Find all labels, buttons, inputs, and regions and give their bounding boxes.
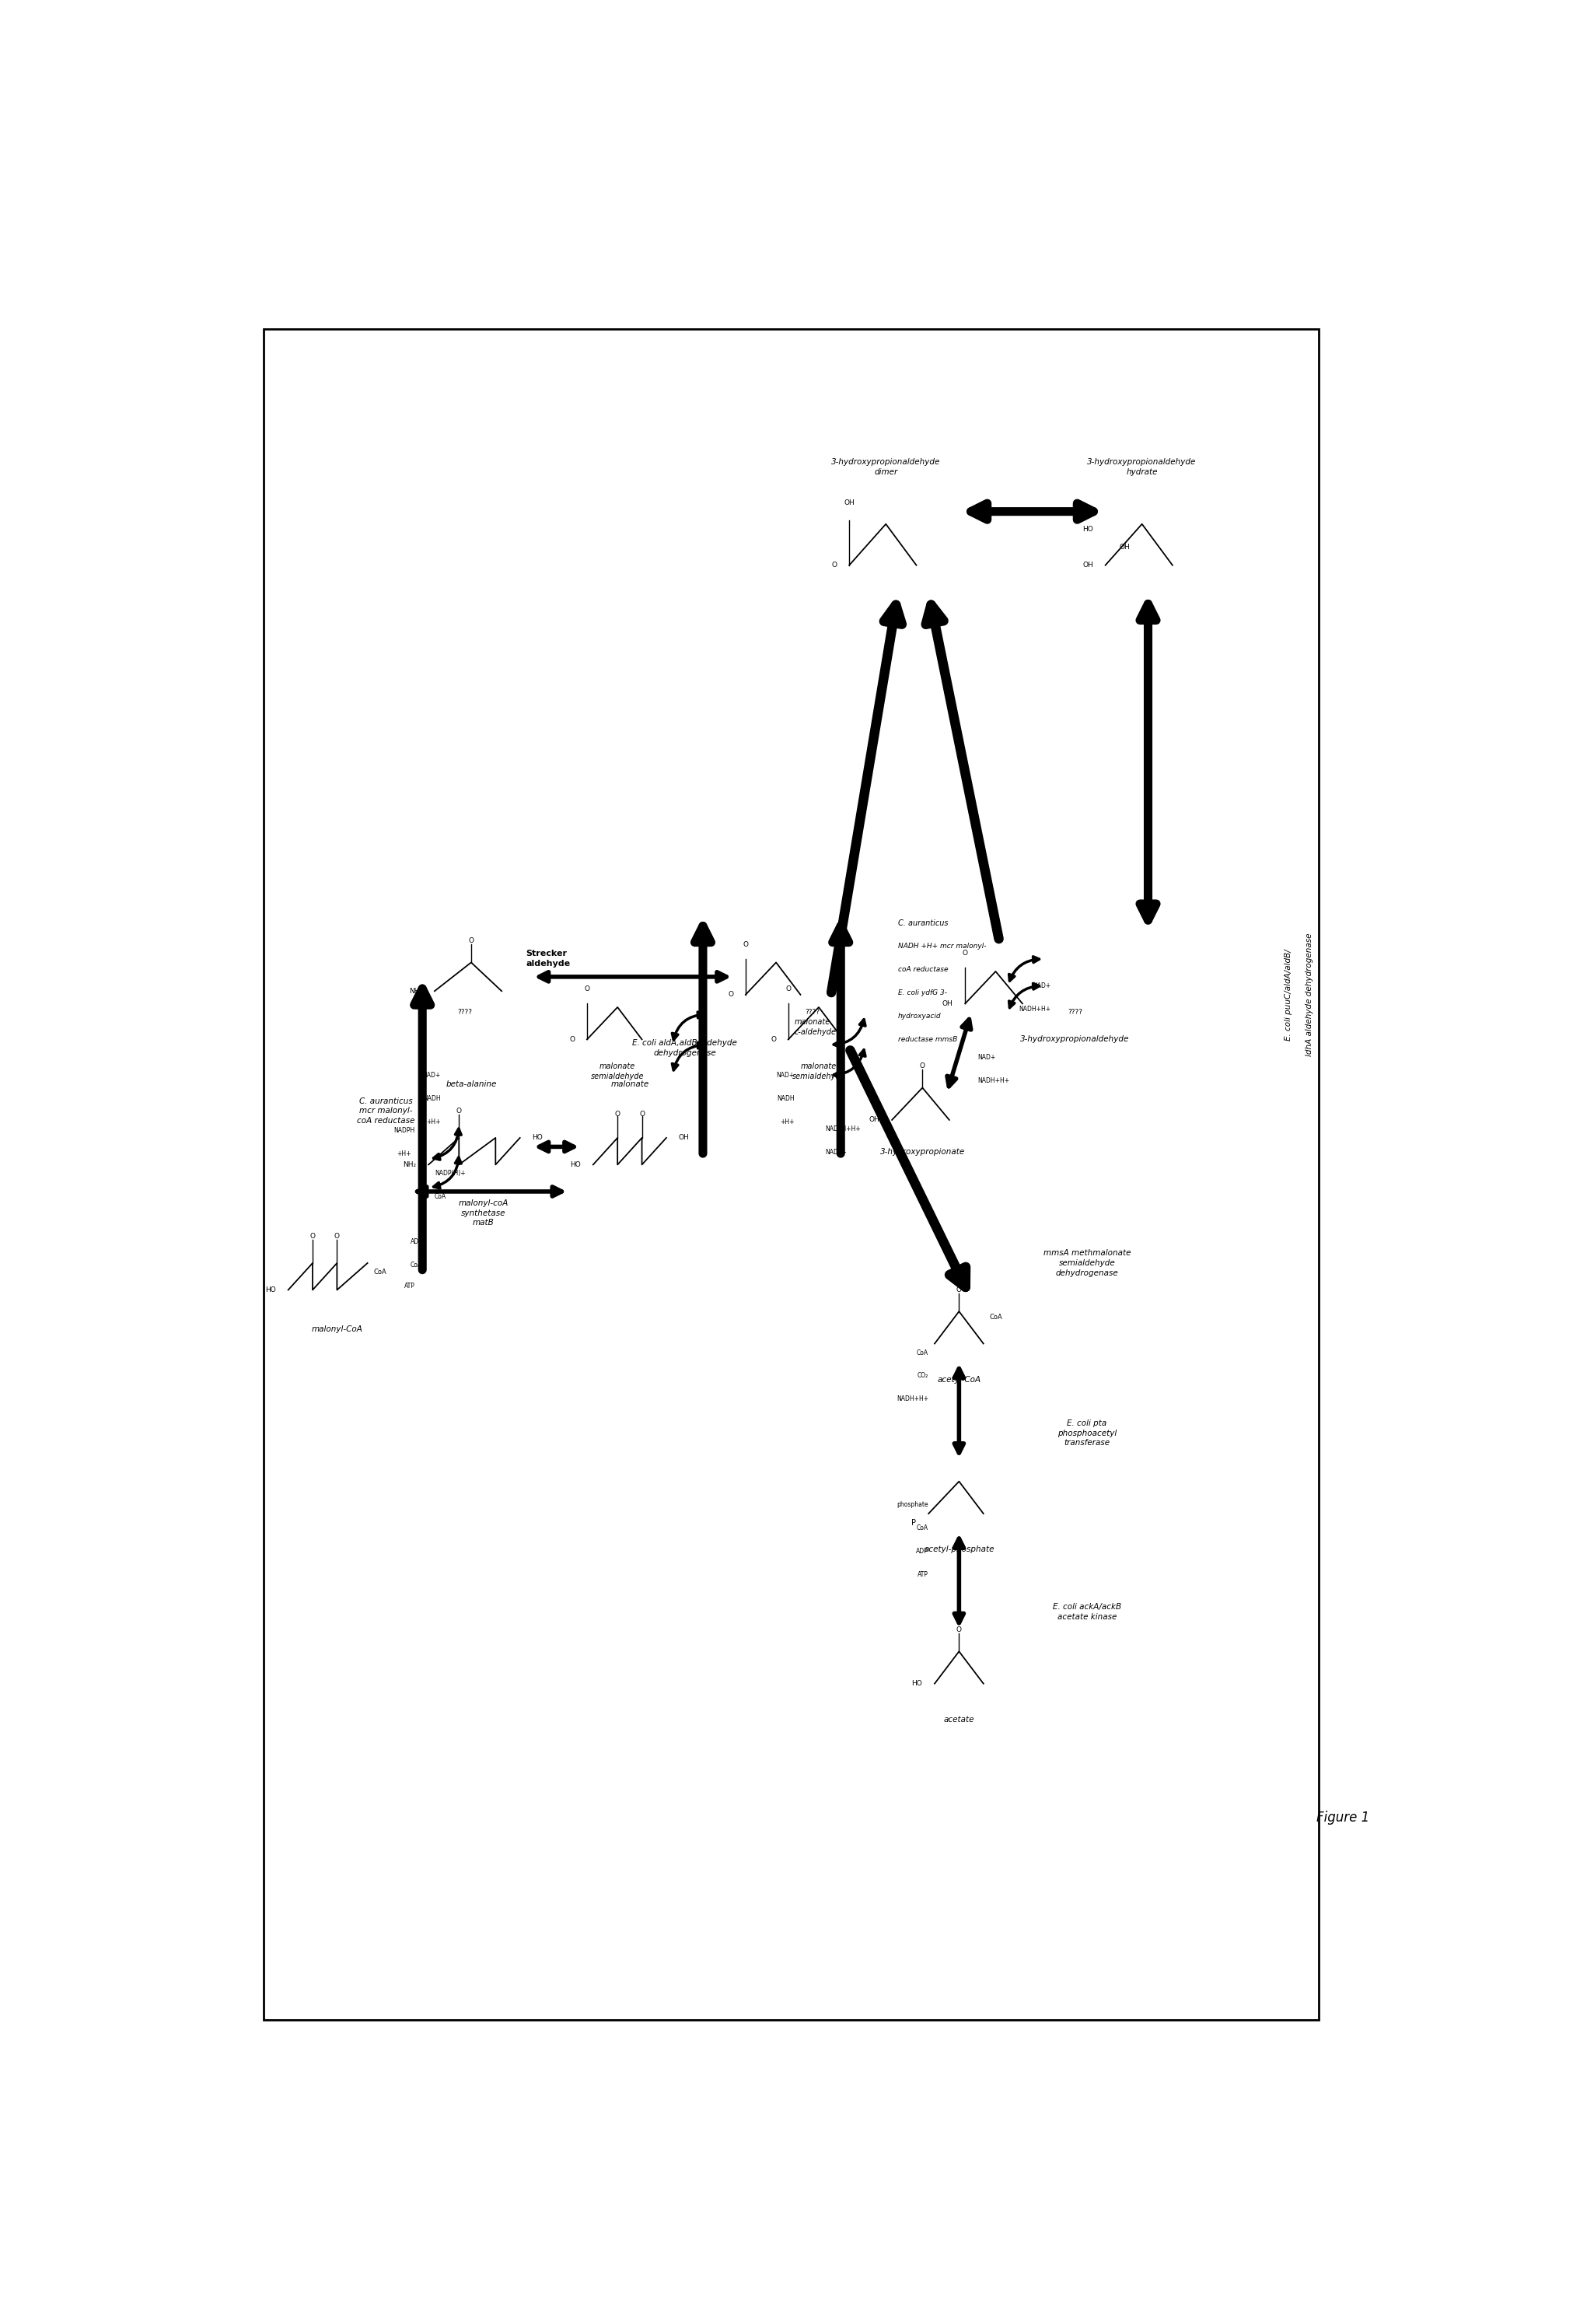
- Text: O: O: [831, 562, 837, 569]
- Text: O: O: [615, 1111, 620, 1118]
- Text: O: O: [919, 1062, 925, 1069]
- Text: CoA: CoA: [989, 1313, 1002, 1320]
- Text: 3-hydroxypropionate: 3-hydroxypropionate: [879, 1148, 964, 1155]
- Text: P: P: [911, 1518, 915, 1527]
- Text: O: O: [742, 941, 747, 948]
- Text: phosphate: phosphate: [897, 1501, 928, 1508]
- Text: C. auranticus: C. auranticus: [898, 920, 947, 927]
- Text: O: O: [963, 951, 967, 957]
- Text: NADP(H)+: NADP(H)+: [434, 1169, 466, 1178]
- Text: E. coli puuC/aldA/aldB/: E. coli puuC/aldA/aldB/: [1284, 948, 1291, 1041]
- Text: O: O: [469, 937, 473, 944]
- Text: 3-hydroxypropionaldehyde: 3-hydroxypropionaldehyde: [1019, 1037, 1128, 1043]
- Text: ????: ????: [1066, 1009, 1082, 1016]
- Text: NADPH: NADPH: [393, 1127, 414, 1134]
- Text: OH: OH: [678, 1134, 689, 1141]
- Text: E. coli ackA/ackB
acetate kinase: E. coli ackA/ackB acetate kinase: [1052, 1604, 1122, 1620]
- Text: NAD+: NAD+: [423, 1071, 440, 1078]
- Text: NADH: NADH: [423, 1095, 440, 1102]
- Text: 3-hydroxypropionaldehyde
dimer: 3-hydroxypropionaldehyde dimer: [831, 458, 941, 476]
- Text: beta-alanine: beta-alanine: [445, 1081, 497, 1088]
- Text: malonate
semialdehyde: malonate semialdehyde: [590, 1062, 643, 1081]
- Text: +H+: +H+: [396, 1150, 411, 1157]
- Text: NH₂: NH₂: [403, 1162, 415, 1169]
- Text: malonate
c-aldehyde: malonate c-aldehyde: [794, 1018, 835, 1037]
- Text: O: O: [956, 1287, 961, 1294]
- Text: ATP: ATP: [917, 1571, 928, 1578]
- Text: O: O: [956, 1627, 961, 1634]
- Text: ADP: ADP: [411, 1239, 422, 1246]
- Text: acetate: acetate: [944, 1715, 974, 1724]
- Text: +H+: +H+: [426, 1118, 440, 1125]
- Text: O: O: [456, 1109, 461, 1116]
- Text: malonyl-coA
synthetase
matB: malonyl-coA synthetase matB: [458, 1199, 508, 1227]
- Text: HO: HO: [266, 1287, 275, 1294]
- Text: malonate: malonate: [610, 1081, 648, 1088]
- Text: acetyl-phosphate: acetyl-phosphate: [923, 1545, 994, 1552]
- Text: CoA: CoA: [434, 1195, 447, 1202]
- Text: CoA: CoA: [917, 1525, 928, 1532]
- Text: HO: HO: [569, 1162, 580, 1169]
- Text: HO: HO: [532, 1134, 543, 1141]
- Text: NADPH+H+: NADPH+H+: [824, 1125, 860, 1132]
- Text: C. auranticus
mcr malonyl-
coA reductase: C. auranticus mcr malonyl- coA reductase: [357, 1097, 414, 1125]
- Text: E. coli pta
phosphoacetyl
transferase: E. coli pta phosphoacetyl transferase: [1057, 1420, 1117, 1448]
- Text: NADP+: NADP+: [824, 1148, 846, 1155]
- Text: +H+: +H+: [780, 1118, 794, 1125]
- Text: CoA: CoA: [411, 1262, 422, 1269]
- Text: ????: ????: [805, 1009, 820, 1016]
- Text: NH₂: NH₂: [409, 988, 422, 995]
- Text: O: O: [785, 985, 791, 992]
- Text: OH: OH: [868, 1116, 879, 1122]
- Text: Figure 1: Figure 1: [1317, 1810, 1369, 1824]
- Text: O: O: [333, 1232, 340, 1239]
- Text: NAD+: NAD+: [775, 1071, 794, 1078]
- Text: OH: OH: [1082, 562, 1093, 569]
- Text: OH: OH: [1118, 544, 1129, 551]
- Text: CO₂: CO₂: [917, 1373, 928, 1380]
- Text: CoA: CoA: [373, 1269, 387, 1276]
- Text: mmsA methmalonate
semialdehyde
dehydrogenase: mmsA methmalonate semialdehyde dehydroge…: [1043, 1250, 1131, 1276]
- Text: O: O: [584, 985, 590, 992]
- Text: OH: OH: [843, 500, 854, 507]
- Text: CoA: CoA: [917, 1348, 928, 1357]
- Text: NADH+H+: NADH+H+: [1018, 1006, 1051, 1013]
- Text: NADH: NADH: [777, 1095, 794, 1102]
- Text: NADH+H+: NADH+H+: [897, 1397, 928, 1404]
- Text: NADH +H+ mcr malonyl-: NADH +H+ mcr malonyl-: [898, 944, 986, 951]
- Text: reductase mmsB: reductase mmsB: [898, 1037, 956, 1043]
- Text: OH: OH: [942, 999, 953, 1006]
- Text: hydroxyacid: hydroxyacid: [898, 1013, 941, 1020]
- Text: O: O: [310, 1232, 315, 1239]
- Text: O: O: [728, 990, 733, 999]
- Text: ????: ????: [458, 1009, 472, 1016]
- Text: NAD+: NAD+: [977, 1053, 994, 1060]
- Text: NAD+: NAD+: [1032, 983, 1051, 990]
- Text: HO: HO: [1082, 525, 1093, 532]
- Text: Strecker
aldehyde: Strecker aldehyde: [525, 951, 569, 967]
- Text: malonyl-CoA: malonyl-CoA: [311, 1325, 362, 1334]
- Text: malonate
semialdehyde: malonate semialdehyde: [791, 1062, 845, 1081]
- Text: 3-hydroxypropionaldehyde
hydrate: 3-hydroxypropionaldehyde hydrate: [1087, 458, 1195, 476]
- Text: HO: HO: [911, 1680, 922, 1687]
- Text: E. coli aldA,aldB aldehyde
dehydrogenase: E. coli aldA,aldB aldehyde dehydrogenase: [632, 1039, 736, 1057]
- Text: ldhA aldehyde dehydrogenase: ldhA aldehyde dehydrogenase: [1304, 932, 1312, 1057]
- Text: O: O: [771, 1037, 775, 1043]
- Text: ADP: ADP: [915, 1548, 928, 1555]
- Bar: [264, 330, 1318, 2020]
- Text: E. coli ydfG 3-: E. coli ydfG 3-: [898, 990, 947, 997]
- Text: coA reductase: coA reductase: [898, 967, 947, 974]
- Text: O: O: [639, 1111, 645, 1118]
- Text: NADH+H+: NADH+H+: [977, 1076, 1008, 1083]
- Text: acetyl-CoA: acetyl-CoA: [938, 1376, 980, 1383]
- Text: ATP: ATP: [404, 1283, 415, 1290]
- Text: O: O: [569, 1037, 574, 1043]
